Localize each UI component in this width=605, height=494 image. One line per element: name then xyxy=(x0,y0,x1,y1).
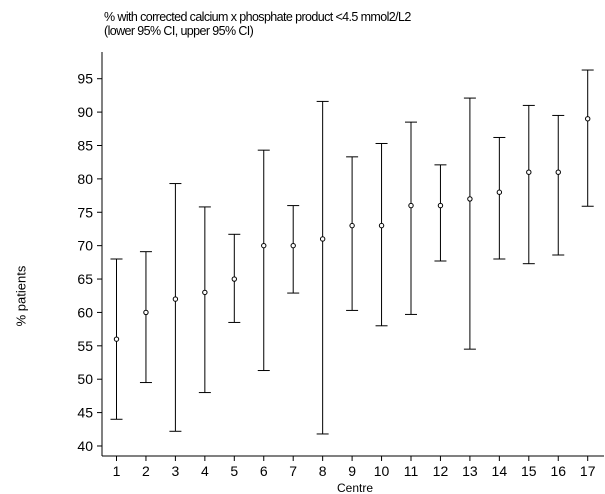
y-tick-label-60: 60 xyxy=(77,304,93,320)
y-tick-label-40: 40 xyxy=(77,438,93,454)
data-point-4 xyxy=(202,289,208,296)
y-tick-label-85: 85 xyxy=(77,137,93,153)
x-tick-label-9: 9 xyxy=(348,463,356,479)
data-point-16 xyxy=(555,169,561,175)
data-point-11 xyxy=(408,202,414,209)
x-tick-label-1: 1 xyxy=(113,463,121,479)
y-tick-label-50: 50 xyxy=(77,371,93,387)
data-point-10 xyxy=(378,222,385,229)
x-tick-label-6: 6 xyxy=(260,463,268,479)
data-point-9 xyxy=(349,222,355,229)
x-axis-label: Centre xyxy=(337,481,373,494)
y-tick-label-70: 70 xyxy=(77,238,93,254)
x-tick-label-4: 4 xyxy=(201,463,209,479)
x-tick-label-16: 16 xyxy=(550,463,566,479)
chart-title: % with corrected calcium x phosphate pro… xyxy=(104,10,411,38)
x-tick-label-12: 12 xyxy=(433,463,449,479)
chart-title-line1: % with corrected calcium x phosphate pro… xyxy=(104,10,411,24)
x-tick-label-8: 8 xyxy=(319,463,327,479)
data-point-2 xyxy=(143,309,149,316)
x-tick-label-13: 13 xyxy=(462,463,478,479)
chart-title-line2: (lower 95% CI, upper 95% CI) xyxy=(104,24,254,38)
x-tick-label-17: 17 xyxy=(580,463,596,479)
y-tick-label-55: 55 xyxy=(77,338,93,354)
x-tick-label-14: 14 xyxy=(492,463,508,479)
data-point-17 xyxy=(585,116,591,122)
x-tick-label-3: 3 xyxy=(172,463,180,479)
x-tick-label-2: 2 xyxy=(142,463,150,479)
data-point-5 xyxy=(231,276,238,282)
y-tick-label-80: 80 xyxy=(77,171,93,187)
y-tick-label-75: 75 xyxy=(77,204,93,220)
y-tick-label-90: 90 xyxy=(77,104,93,120)
data-point-3 xyxy=(172,296,179,302)
data-point-7 xyxy=(290,242,296,249)
data-point-1 xyxy=(113,336,120,342)
x-tick-label-5: 5 xyxy=(230,463,238,479)
x-tick-label-10: 10 xyxy=(374,463,390,479)
data-point-6 xyxy=(261,242,267,249)
y-tick-label-95: 95 xyxy=(77,71,93,87)
data-point-12 xyxy=(437,202,444,209)
y-tick-label-45: 45 xyxy=(77,405,93,421)
x-tick-label-7: 7 xyxy=(289,463,297,479)
data-point-8 xyxy=(319,236,326,242)
x-tick-label-15: 15 xyxy=(521,463,537,479)
data-point-15 xyxy=(526,169,532,175)
data-point-14 xyxy=(496,189,503,195)
y-tick-label-65: 65 xyxy=(77,271,93,287)
x-tick-label-11: 11 xyxy=(404,463,419,479)
data-point-13 xyxy=(467,196,473,202)
